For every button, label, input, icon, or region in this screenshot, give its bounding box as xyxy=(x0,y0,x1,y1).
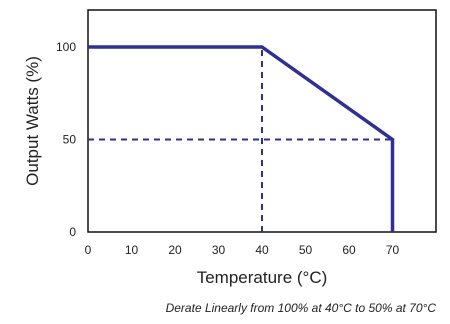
x-tick-label: 40 xyxy=(255,243,269,257)
x-tick-label: 10 xyxy=(125,243,139,257)
x-axis-title: Temperature (°C) xyxy=(197,268,328,287)
chart-caption: Derate Linearly from 100% at 40°C to 50%… xyxy=(166,301,437,315)
x-tick-label: 70 xyxy=(386,243,400,257)
series-layer xyxy=(88,45,395,232)
x-tick-label: 50 xyxy=(299,243,313,257)
y-axis-title: Output Watts (%) xyxy=(23,56,42,186)
y-tick-label: 50 xyxy=(63,133,77,147)
x-tick-labels: 0 10 20 30 40 50 60 70 xyxy=(85,243,400,257)
y-tick-label: 0 xyxy=(69,225,76,239)
x-tick-label: 0 xyxy=(85,243,92,257)
y-tick-labels: 0 50 100 xyxy=(56,40,76,239)
reference-lines xyxy=(88,47,393,232)
y-tick-label: 100 xyxy=(56,40,76,54)
x-tick-label: 20 xyxy=(168,243,182,257)
x-tick-label: 30 xyxy=(212,243,226,257)
series-line-0 xyxy=(88,45,395,232)
x-tick-label: 60 xyxy=(342,243,356,257)
